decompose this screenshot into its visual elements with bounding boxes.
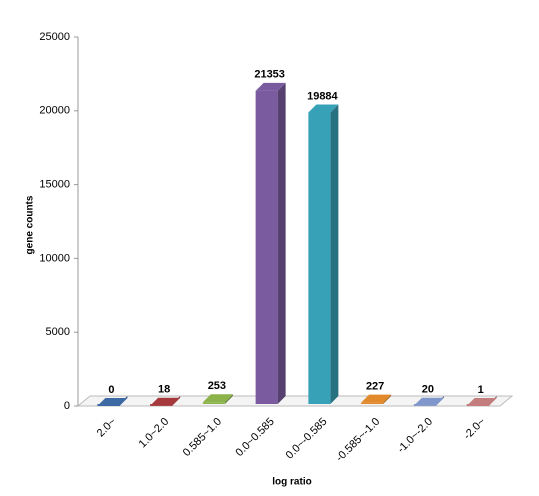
bar bbox=[308, 112, 331, 405]
bar-side bbox=[277, 82, 286, 405]
bar bbox=[466, 404, 489, 406]
floor bbox=[76, 395, 514, 407]
x-tick-label: 1.0~2.0 bbox=[137, 416, 172, 451]
x-axis-title: log ratio bbox=[272, 477, 311, 488]
bar-side bbox=[330, 104, 339, 405]
value-label: 253 bbox=[208, 380, 226, 392]
y-tick-label: 0 bbox=[64, 400, 70, 412]
x-tick-label: -1.0~-2.0 bbox=[395, 416, 435, 456]
value-label: 18 bbox=[158, 384, 170, 396]
y-axis-title: gene counts bbox=[25, 195, 36, 254]
bar-top bbox=[466, 397, 497, 406]
value-label: 19884 bbox=[307, 90, 338, 102]
value-label: 0 bbox=[108, 384, 114, 396]
bar-top bbox=[255, 82, 286, 91]
bar bbox=[361, 402, 384, 404]
x-tick-label: 0.0~0.585 bbox=[233, 416, 276, 459]
bar-top bbox=[413, 397, 444, 406]
bar bbox=[150, 404, 173, 406]
x-tick-label: 0.0~-0.585 bbox=[284, 416, 330, 462]
bar-top bbox=[361, 394, 392, 403]
y-tick-label: 20000 bbox=[39, 105, 70, 117]
y-tick-label: 25000 bbox=[39, 31, 70, 43]
value-label: 20 bbox=[422, 384, 434, 396]
bar-side bbox=[224, 394, 233, 404]
bar-top bbox=[308, 104, 339, 113]
x-tick-label: 2.0~ bbox=[95, 416, 119, 440]
bar bbox=[413, 404, 436, 406]
y-tick-label: 5000 bbox=[46, 326, 70, 338]
y-tick-label: 15000 bbox=[39, 179, 70, 191]
bar-side bbox=[383, 394, 392, 404]
value-label: 21353 bbox=[254, 69, 285, 81]
bar-top bbox=[202, 394, 233, 403]
y-tick-label: 10000 bbox=[39, 252, 70, 264]
x-tick-label: -0.585~-1.0 bbox=[334, 416, 382, 464]
value-label: 1 bbox=[478, 384, 484, 396]
bar bbox=[202, 402, 225, 404]
value-label: 227 bbox=[366, 381, 384, 393]
bar bbox=[255, 90, 278, 405]
bar bbox=[97, 404, 120, 406]
bar-top bbox=[150, 397, 181, 406]
x-tick-label: -2.0~ bbox=[461, 416, 487, 442]
x-tick-label: 0.585~1.0 bbox=[181, 416, 224, 459]
